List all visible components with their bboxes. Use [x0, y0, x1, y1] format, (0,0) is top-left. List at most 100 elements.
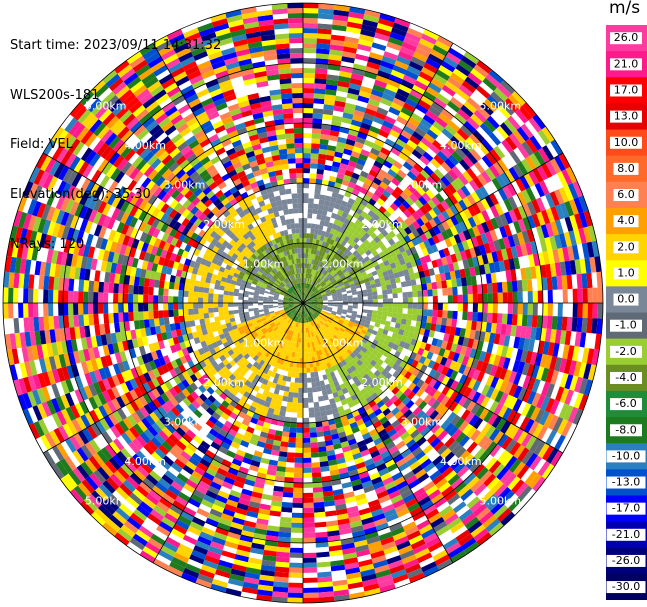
radar-gate: [397, 308, 403, 314]
radar-gate: [309, 279, 312, 285]
radar-gate: [435, 135, 447, 147]
radar-gate: [343, 107, 355, 115]
radar-gate: [396, 55, 411, 66]
radar-gate: [433, 97, 447, 109]
radar-gate: [433, 73, 448, 85]
radar-gate: [401, 41, 417, 52]
radar-gate: [306, 377, 312, 383]
radar-gate: [426, 129, 439, 140]
radar-gate: [414, 126, 427, 138]
radar-gate: [288, 387, 295, 393]
radar-gate: [427, 296, 433, 303]
radar-gate: [393, 199, 402, 208]
radar-gate: [412, 51, 428, 63]
radar-gate: [515, 244, 524, 258]
radar-gate: [552, 173, 564, 190]
radar-gate: [493, 261, 501, 273]
radar-gate: [391, 288, 398, 294]
radar-gate: [449, 326, 457, 336]
radar-gate: [380, 281, 387, 287]
radar-gate: [429, 185, 439, 196]
radar-gate: [438, 132, 451, 144]
radar-gate: [311, 128, 322, 134]
radar-gate: [401, 313, 408, 320]
radar-gate: [370, 317, 377, 323]
radar-gate: [412, 303, 418, 309]
radar-gate: [303, 522, 315, 528]
radar-gate: [312, 297, 318, 300]
radar-gate: [307, 298, 313, 301]
radar-gate: [437, 310, 443, 318]
radar-gate: [325, 89, 337, 96]
radar-gate: [311, 296, 317, 299]
radar-gate: [459, 328, 466, 338]
radar-gate: [445, 218, 455, 229]
radar-gate: [295, 372, 300, 378]
radar-gate: [577, 303, 583, 318]
radar-gate: [338, 303, 343, 306]
radar-gate: [285, 406, 292, 413]
radar-gate: [525, 267, 532, 280]
radar-gate: [462, 337, 470, 347]
radar-gate: [386, 316, 392, 322]
radar-gate: [339, 258, 346, 265]
radar-gate: [366, 61, 381, 70]
radar-gate: [338, 271, 344, 277]
radar-gate: [382, 311, 388, 317]
radar-gate: [308, 302, 313, 303]
radar-gate: [367, 292, 373, 297]
radar-gate: [481, 170, 492, 184]
radar-gate: [281, 436, 289, 443]
radar-gate: [332, 307, 338, 311]
radar-gate: [313, 506, 325, 513]
radar-gate: [387, 133, 398, 143]
radar-gate: [496, 282, 503, 293]
radar-gate: [317, 306, 323, 309]
radar-gate: [407, 303, 413, 309]
radar-gate: [363, 194, 372, 203]
radar-gate: [348, 129, 359, 137]
radar-gate: [510, 180, 522, 194]
radar-gate: [358, 127, 370, 135]
radar-gate: [513, 257, 521, 270]
radar-gate: [506, 183, 517, 197]
radar-gate: [408, 22, 425, 34]
radar-gate: [362, 274, 369, 280]
radar-gate: [436, 281, 443, 289]
radar-gate: [532, 290, 538, 303]
radar-gate: [505, 346, 514, 359]
radar-gate: [303, 208, 308, 214]
radar-gate: [372, 260, 379, 267]
radar-gate: [309, 291, 313, 296]
radar-gate: [337, 296, 343, 300]
radar-gate: [506, 281, 513, 293]
radar-gate: [477, 142, 490, 156]
radar-gate: [367, 306, 373, 311]
radar-gate: [303, 143, 312, 149]
radar-gate: [547, 342, 555, 356]
radar-gate: [290, 532, 303, 538]
radar-gate: [530, 185, 541, 200]
radar-gate: [362, 225, 370, 233]
radar-gate: [520, 123, 534, 139]
radar-gate: [420, 277, 427, 285]
radar-gate: [337, 294, 343, 298]
radar-gate: [432, 206, 442, 216]
radar-gate: [356, 158, 366, 166]
radar-gate: [303, 432, 311, 438]
radar-gate: [420, 137, 432, 148]
radar-gate: [439, 324, 447, 334]
radar-gate: [326, 185, 335, 192]
radar-gate: [464, 248, 472, 259]
radar-gate: [459, 268, 466, 278]
radar-gate: [405, 98, 418, 109]
radar-gate: [394, 92, 408, 103]
radar-gate: [427, 199, 437, 209]
radar-gate: [320, 215, 327, 221]
radar-gate: [412, 189, 422, 200]
radar-gate: [428, 228, 437, 238]
radar-gate: [546, 315, 553, 330]
radar-gate: [303, 552, 317, 558]
radar-gate: [303, 123, 313, 129]
radar-gate: [392, 298, 398, 303]
